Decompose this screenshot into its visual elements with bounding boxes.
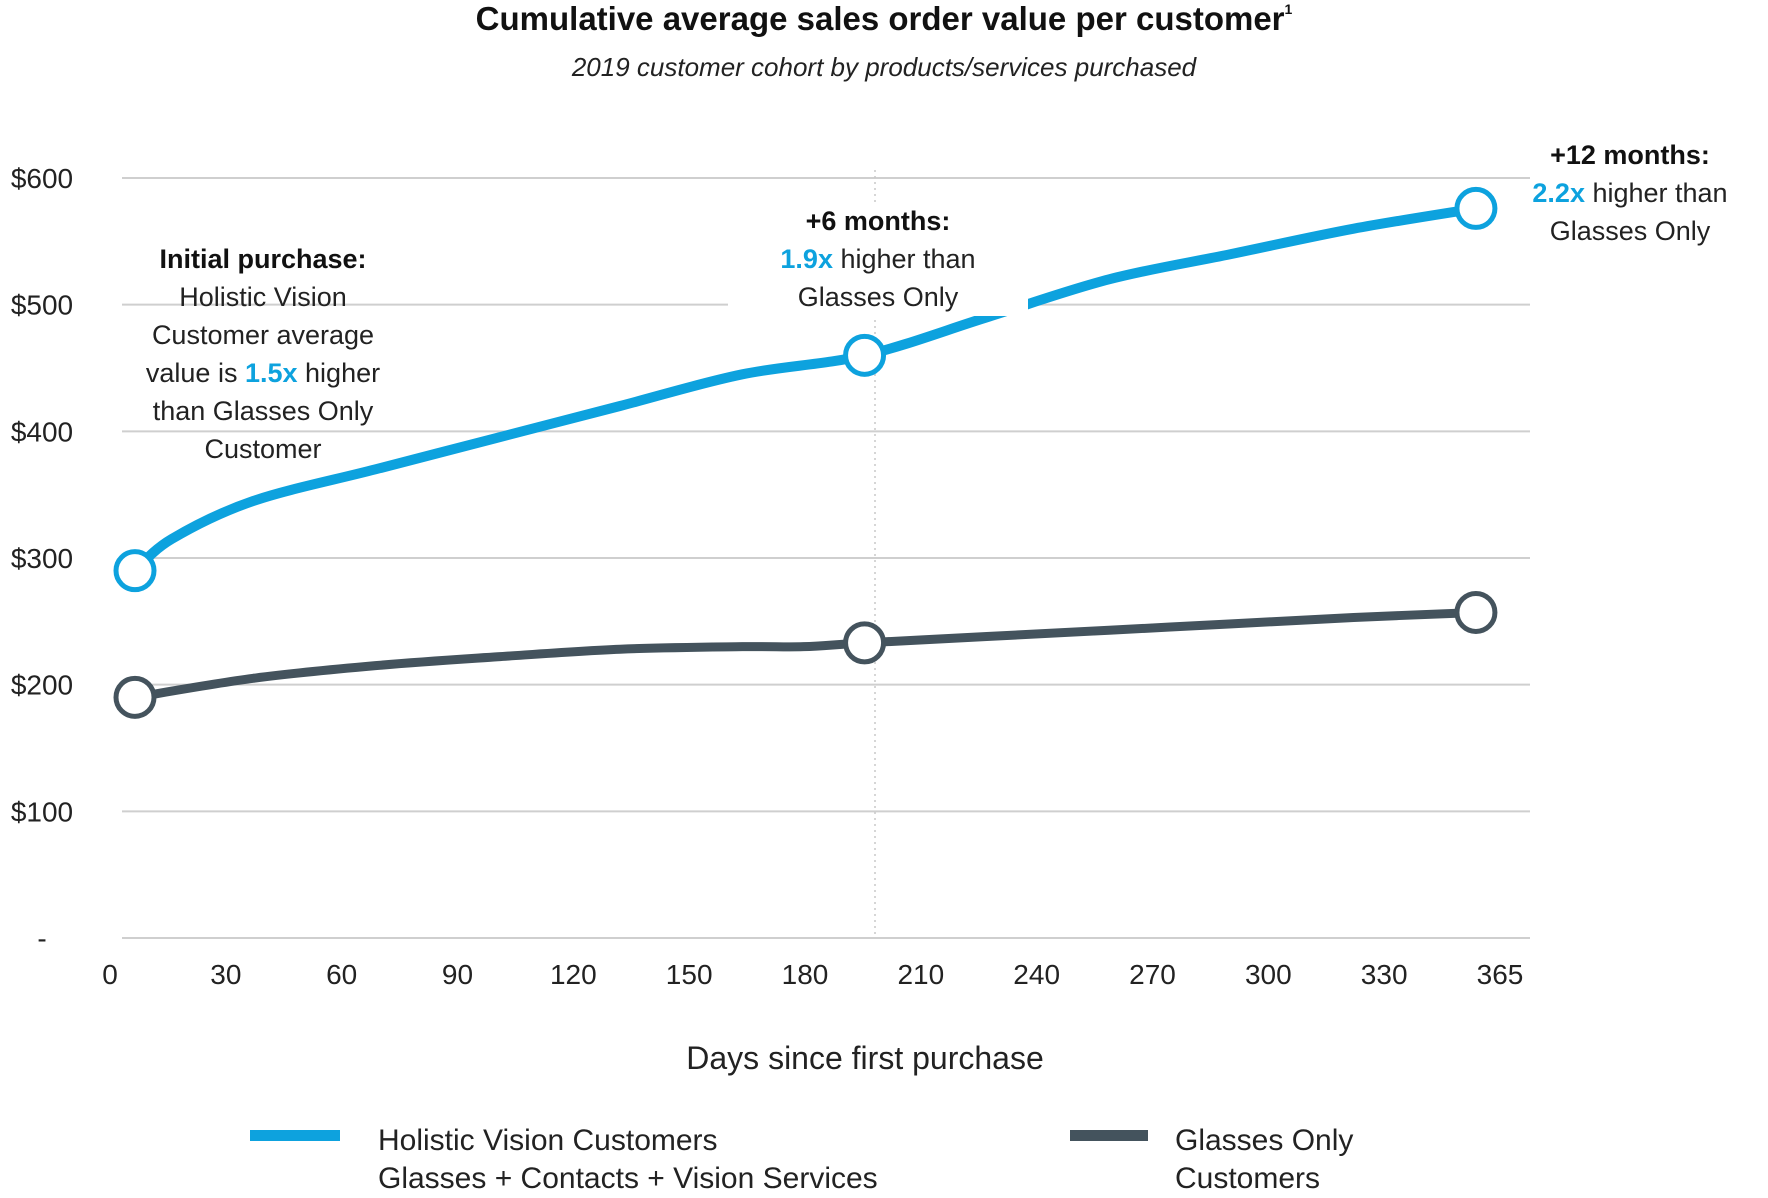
x-tick-label: 120 xyxy=(550,959,597,990)
series-line-1 xyxy=(130,607,1481,702)
x-tick-label: 180 xyxy=(782,959,829,990)
legend-label-glasses-only: Glasses Only Customers xyxy=(1175,1124,1354,1195)
x-tick-label: 330 xyxy=(1361,959,1408,990)
x-axis-label: Days since first purchase xyxy=(686,1040,1044,1076)
x-tick-label: 0 xyxy=(102,959,118,990)
annotation-twelve-months: +12 months: 2.2x higher than Glasses Onl… xyxy=(1532,140,1728,246)
x-tick-label: 90 xyxy=(442,959,473,990)
legend-label-holistic: Holistic Vision Customers Glasses + Cont… xyxy=(378,1124,878,1195)
x-tick-label: 240 xyxy=(1013,959,1060,990)
series-1-marker-2 xyxy=(1454,590,1498,634)
y-axis-ticks: - $100 $200 $300 $400 $500 $600 xyxy=(11,163,73,954)
y-tick-label: $100 xyxy=(11,796,73,827)
series-markers xyxy=(113,186,1498,719)
x-tick-label: 210 xyxy=(897,959,944,990)
annotation-six-months: +6 months: 1.9x higher than Glasses Only xyxy=(728,202,1028,316)
x-tick-label: 150 xyxy=(666,959,713,990)
x-axis-ticks: 0 30 60 90 120 150 180 210 240 270 300 330 365 xyxy=(102,959,1523,990)
y-tick-label: $200 xyxy=(11,670,73,701)
x-tick-label: 365 xyxy=(1477,959,1524,990)
legend-swatch-holistic xyxy=(250,1130,340,1141)
series-line-0 xyxy=(130,203,1481,576)
y-tick-label: $600 xyxy=(11,163,73,194)
legend-swatch-glasses-only xyxy=(1070,1130,1148,1141)
x-tick-label: 300 xyxy=(1245,959,1292,990)
series-lines xyxy=(130,203,1481,702)
y-tick-label: - xyxy=(37,923,46,954)
y-tick-label: $300 xyxy=(11,543,73,574)
chart-title: Cumulative average sales order value per… xyxy=(475,0,1293,37)
y-tick-label: $400 xyxy=(11,416,73,447)
title-footnote: 1 xyxy=(1284,1,1293,17)
x-tick-label: 30 xyxy=(210,959,241,990)
chart-subtitle: 2019 customer cohort by products/service… xyxy=(571,52,1197,82)
y-tick-label: $500 xyxy=(11,290,73,321)
x-tick-label: 270 xyxy=(1129,959,1176,990)
x-tick-label: 60 xyxy=(326,959,357,990)
series-0-marker-0 xyxy=(113,549,157,593)
series-0-marker-2 xyxy=(1454,186,1498,230)
series-1-marker-0 xyxy=(113,675,157,719)
series-1-marker-1 xyxy=(843,621,887,665)
series-0-marker-1 xyxy=(843,333,887,377)
annotation-initial-purchase: Initial purchase: Holistic Vision Custom… xyxy=(145,244,381,464)
